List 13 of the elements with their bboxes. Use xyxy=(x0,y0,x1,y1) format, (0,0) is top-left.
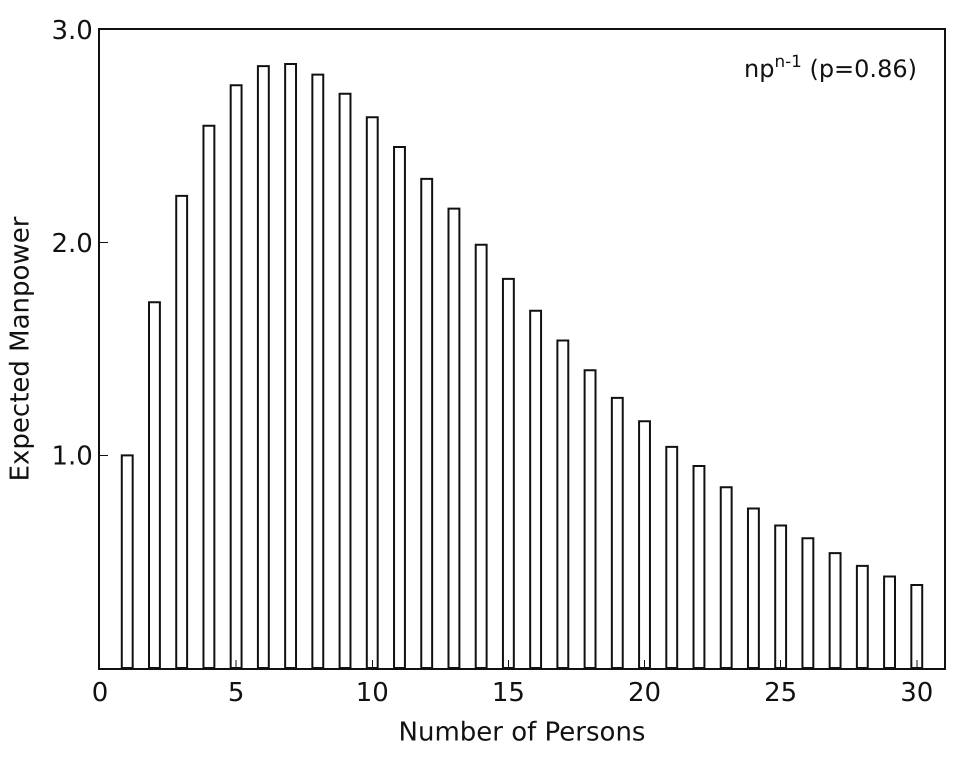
y-tick-label: 2.0 xyxy=(51,228,93,259)
x-tick-label: 30 xyxy=(900,678,934,708)
y-tick-label: 1.0 xyxy=(51,441,93,472)
x-tick-label: 10 xyxy=(356,678,389,708)
y-tick-label: 3.0 xyxy=(51,16,93,46)
x-tick-label: 0 xyxy=(92,678,108,708)
y-axis-title: Expected Manpower xyxy=(5,216,36,482)
x-tick-label: 25 xyxy=(764,678,798,708)
annotation: np$^{n-1}$ (p=0.86) xyxy=(744,51,917,84)
x-tick-label: 20 xyxy=(628,678,662,708)
x-tick-label: 15 xyxy=(492,678,525,708)
x-axis-title: Number of Persons xyxy=(398,717,646,748)
x-tick-label: 5 xyxy=(228,678,244,708)
